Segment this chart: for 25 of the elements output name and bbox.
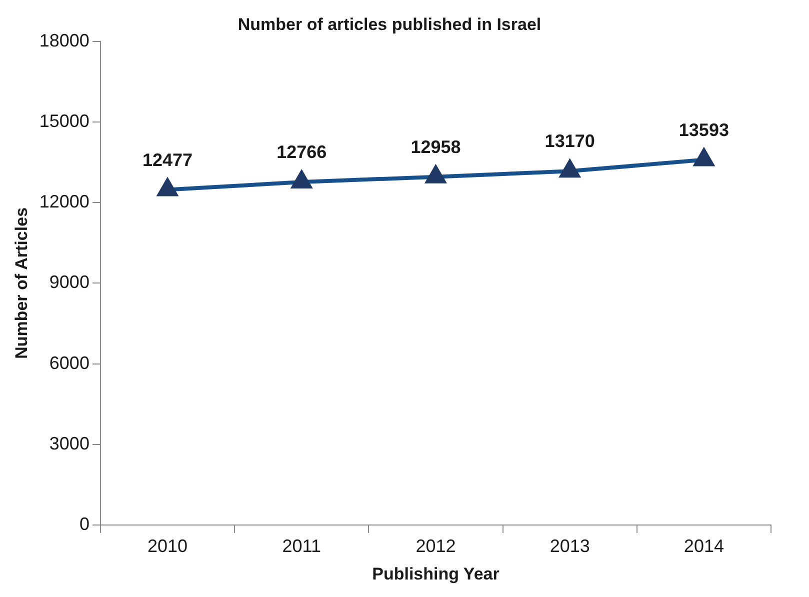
- chart-title: Number of articles published in Israel: [238, 14, 542, 34]
- x-tick-label: 2013: [550, 536, 590, 556]
- point: [158, 178, 178, 196]
- data-label: 12958: [410, 136, 461, 157]
- y-tick-label: 9000: [49, 272, 90, 292]
- x-tick-label: 2010: [147, 536, 188, 556]
- y-axis-title: Number of Articles: [12, 207, 31, 359]
- data-label: 13170: [544, 131, 595, 152]
- x-tick-label: 2011: [282, 536, 321, 556]
- x-tick-label: 2014: [684, 536, 724, 556]
- data-label: 13593: [678, 120, 729, 140]
- y-tick-label: 12000: [39, 192, 90, 212]
- point: [560, 160, 580, 178]
- y-tick-label: 0: [79, 514, 90, 534]
- x-tick-label: 2012: [416, 536, 456, 556]
- y-tick-label: 15000: [39, 110, 90, 131]
- x-axis-title: Publishing Year: [372, 564, 500, 584]
- y-tick-label: 3000: [49, 433, 90, 454]
- y-tick-label: 18000: [39, 30, 90, 50]
- point: [426, 166, 446, 184]
- point: [292, 171, 312, 189]
- data-label: 12766: [276, 142, 327, 162]
- y-tick-label: 6000: [49, 352, 90, 373]
- data-label: 12477: [142, 150, 193, 170]
- point: [694, 148, 714, 166]
